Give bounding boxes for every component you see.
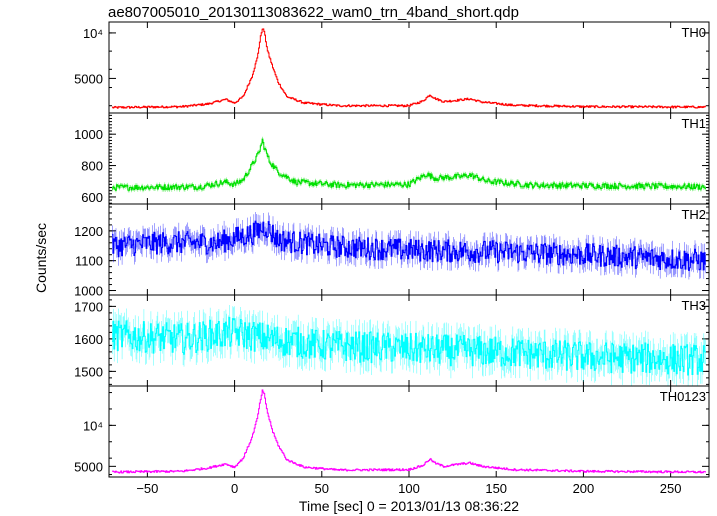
panel-label-th3: TH3	[681, 298, 706, 313]
y-tick-label: 10⁴	[83, 418, 103, 433]
y-tick-label: 1000	[74, 284, 103, 299]
panel-th1: 1000 800 600 TH1	[74, 112, 710, 205]
x-tick-label: 100	[398, 481, 420, 496]
panel-frame	[108, 21, 710, 114]
panel-label-th1: TH1	[681, 116, 706, 131]
series-th0-errors	[112, 28, 706, 109]
panel-frame	[108, 112, 710, 205]
y-tick-label: 10⁴	[83, 26, 103, 41]
y-tick-label: 5000	[74, 71, 103, 86]
panel-frame	[108, 385, 710, 478]
panel-label-th0: TH0	[681, 25, 706, 40]
chart-title: ae807005010_20130113083622_wam0_trn_4ban…	[108, 4, 519, 21]
series-th3-line	[112, 316, 706, 376]
x-tick-label: 250	[660, 481, 682, 496]
y-tick-label: 1700	[74, 299, 103, 314]
y-tick-label: 5000	[74, 459, 103, 474]
panel-label-th0123: TH0123	[660, 389, 706, 404]
panel-th3: 1700 1600 1500 TH3	[74, 294, 710, 387]
series-th1-line	[112, 138, 706, 191]
panel-th0123: 10⁴ 5000 TH0123	[74, 385, 710, 478]
x-tick-label: −50	[136, 481, 158, 496]
y-axis-label: Counts/sec	[33, 223, 49, 293]
y-tick-label: 1100	[75, 254, 103, 269]
y-tick-label: 1600	[74, 332, 103, 347]
y-tick-label: 1200	[74, 224, 103, 239]
x-tick-label: 200	[573, 481, 595, 496]
series-th2-line	[112, 220, 706, 271]
panel-label-th2: TH2	[681, 207, 706, 222]
series-th0123-line	[112, 389, 706, 474]
y-tick-label: 1000	[74, 127, 103, 142]
x-tick-label: 150	[485, 481, 507, 496]
series-th0-line	[112, 28, 706, 109]
x-tick-label: 0	[231, 481, 238, 496]
panel-th0: 10⁴ 5000 TH0	[74, 21, 710, 114]
panel-th2: 1200 1100 1000 TH2	[74, 203, 710, 299]
panels: 10⁴ 5000 TH0 1000 800 600 TH1 1200 1100 1000 TH2 17…	[74, 21, 710, 478]
y-tick-label: 600	[81, 190, 103, 205]
y-tick-label: 1500	[74, 364, 103, 379]
y-tick-label: 800	[81, 159, 103, 174]
series-th0123-errors	[112, 389, 706, 474]
x-tick-label: 50	[315, 481, 329, 496]
x-axis-label: Time [sec] 0 = 2013/01/13 08:36:22	[299, 498, 519, 514]
x-axis: −50 0 50 100 150 200 250	[136, 481, 681, 496]
